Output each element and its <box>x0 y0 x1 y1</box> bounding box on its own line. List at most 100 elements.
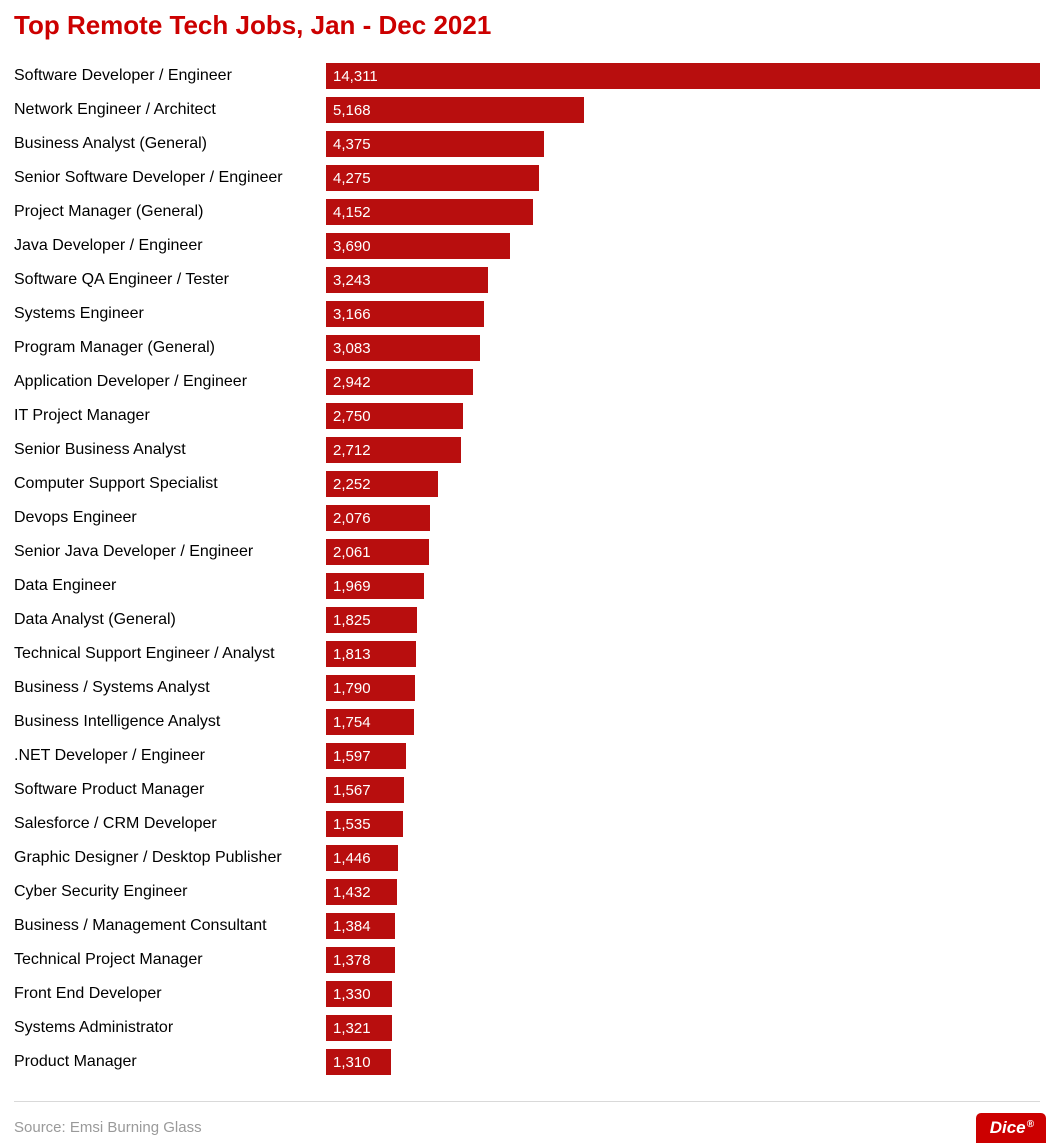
bar-label: Computer Support Specialist <box>14 475 326 493</box>
bar-value: 2,061 <box>326 544 371 561</box>
bar-label: Software QA Engineer / Tester <box>14 271 326 289</box>
logo-text: Dice <box>990 1118 1026 1138</box>
bar-label: Salesforce / CRM Developer <box>14 815 326 833</box>
bar-label: Senior Software Developer / Engineer <box>14 169 326 187</box>
bar-row: Salesforce / CRM Developer1,535 <box>14 807 1040 841</box>
bar-label: Technical Support Engineer / Analyst <box>14 645 326 663</box>
bar: 2,061 <box>326 539 429 565</box>
bar: 1,813 <box>326 641 416 667</box>
bar-label: Program Manager (General) <box>14 339 326 357</box>
bar-label: Technical Project Manager <box>14 951 326 969</box>
bar-row: Application Developer / Engineer2,942 <box>14 365 1040 399</box>
bar: 1,790 <box>326 675 415 701</box>
bar-row: Devops Engineer2,076 <box>14 501 1040 535</box>
bar-value: 1,790 <box>326 680 371 697</box>
bar-label: Cyber Security Engineer <box>14 883 326 901</box>
bar-row: Program Manager (General)3,083 <box>14 331 1040 365</box>
bar: 2,712 <box>326 437 461 463</box>
bar-value: 1,567 <box>326 782 371 799</box>
bar-row: Technical Project Manager1,378 <box>14 943 1040 977</box>
bar: 1,825 <box>326 607 417 633</box>
bar-value: 1,535 <box>326 816 371 833</box>
bar-value: 4,275 <box>326 170 371 187</box>
bar-label: Systems Administrator <box>14 1019 326 1037</box>
bar-value: 1,813 <box>326 646 371 663</box>
bar-area: 1,597 <box>326 743 1040 769</box>
bar: 2,076 <box>326 505 430 531</box>
bar-value: 1,310 <box>326 1054 371 1071</box>
bar-row: Data Analyst (General)1,825 <box>14 603 1040 637</box>
bar-area: 4,152 <box>326 199 1040 225</box>
bar-value: 3,166 <box>326 306 371 323</box>
bar-row: Data Engineer1,969 <box>14 569 1040 603</box>
bar: 14,311 <box>326 63 1040 89</box>
bar-value: 2,750 <box>326 408 371 425</box>
bar-value: 14,311 <box>326 68 378 85</box>
bar: 1,378 <box>326 947 395 973</box>
bar-value: 1,384 <box>326 918 371 935</box>
bar-label: Software Developer / Engineer <box>14 67 326 85</box>
bar: 4,152 <box>326 199 533 225</box>
bar-value: 2,942 <box>326 374 371 391</box>
bar-area: 3,243 <box>326 267 1040 293</box>
bar: 3,083 <box>326 335 480 361</box>
logo-dot-icon: ® <box>1027 1119 1034 1130</box>
bar-area: 1,813 <box>326 641 1040 667</box>
bar-row: Project Manager (General)4,152 <box>14 195 1040 229</box>
bar-row: Systems Administrator1,321 <box>14 1011 1040 1045</box>
bar: 1,330 <box>326 981 392 1007</box>
bar-label: Project Manager (General) <box>14 203 326 221</box>
bar-row: Business / Management Consultant1,384 <box>14 909 1040 943</box>
bar-area: 1,446 <box>326 845 1040 871</box>
bar: 1,567 <box>326 777 404 803</box>
bar-label: .NET Developer / Engineer <box>14 747 326 765</box>
bar-area: 2,712 <box>326 437 1040 463</box>
bar: 3,243 <box>326 267 488 293</box>
bar-label: Network Engineer / Architect <box>14 101 326 119</box>
bar-value: 3,690 <box>326 238 371 255</box>
bar-area: 1,432 <box>326 879 1040 905</box>
bar-label: Product Manager <box>14 1053 326 1071</box>
bar-row: Software Developer / Engineer14,311 <box>14 59 1040 93</box>
bar-area: 2,061 <box>326 539 1040 565</box>
dice-logo: Dice® <box>976 1113 1046 1143</box>
bar: 1,310 <box>326 1049 391 1075</box>
bar-value: 2,712 <box>326 442 371 459</box>
bar-label: Data Engineer <box>14 577 326 595</box>
bar: 1,321 <box>326 1015 392 1041</box>
bar-row: Cyber Security Engineer1,432 <box>14 875 1040 909</box>
bar-row: Software Product Manager1,567 <box>14 773 1040 807</box>
bar-label: Graphic Designer / Desktop Publisher <box>14 849 326 867</box>
bar-row: Senior Business Analyst2,712 <box>14 433 1040 467</box>
bar-label: IT Project Manager <box>14 407 326 425</box>
bar-label: Software Product Manager <box>14 781 326 799</box>
bar-area: 2,252 <box>326 471 1040 497</box>
bar: 2,750 <box>326 403 463 429</box>
bar-row: Business / Systems Analyst1,790 <box>14 671 1040 705</box>
bar-label: Java Developer / Engineer <box>14 237 326 255</box>
bar-area: 1,969 <box>326 573 1040 599</box>
bar: 2,252 <box>326 471 438 497</box>
bar-area: 2,942 <box>326 369 1040 395</box>
bar-area: 3,166 <box>326 301 1040 327</box>
bar-area: 2,076 <box>326 505 1040 531</box>
bar: 1,754 <box>326 709 414 735</box>
bar-value: 2,252 <box>326 476 371 493</box>
bar-row: Computer Support Specialist2,252 <box>14 467 1040 501</box>
source-text: Source: Emsi Burning Glass <box>14 1119 202 1136</box>
bar-area: 1,310 <box>326 1049 1040 1075</box>
bar-area: 4,275 <box>326 165 1040 191</box>
bar: 3,690 <box>326 233 510 259</box>
bar-value: 1,330 <box>326 986 371 1003</box>
bar-label: Front End Developer <box>14 985 326 1003</box>
bar-value: 4,375 <box>326 136 371 153</box>
bar-value: 1,432 <box>326 884 371 901</box>
bar-value: 3,243 <box>326 272 371 289</box>
bar-label: Devops Engineer <box>14 509 326 527</box>
bar-label: Application Developer / Engineer <box>14 373 326 391</box>
bar-value: 1,754 <box>326 714 371 731</box>
bar-row: .NET Developer / Engineer1,597 <box>14 739 1040 773</box>
bar-row: Business Intelligence Analyst1,754 <box>14 705 1040 739</box>
bar: 1,384 <box>326 913 395 939</box>
bar-area: 1,567 <box>326 777 1040 803</box>
